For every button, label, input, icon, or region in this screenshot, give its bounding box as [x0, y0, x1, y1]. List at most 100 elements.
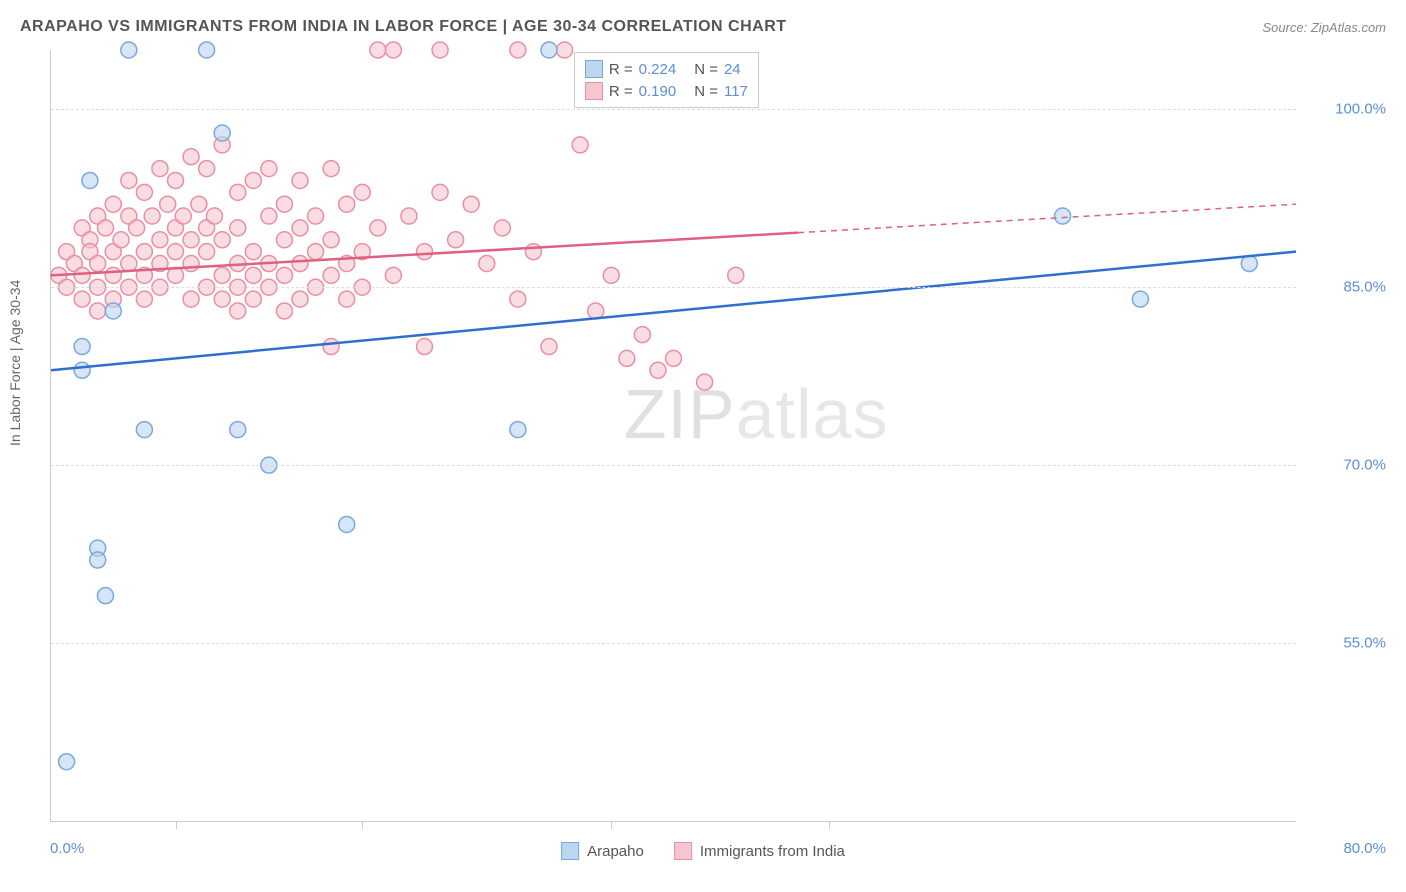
scatter-point — [292, 291, 308, 307]
y-tick-label: 55.0% — [1343, 635, 1386, 652]
legend-n-value: 24 — [724, 61, 741, 78]
legend-swatch — [585, 60, 603, 78]
legend-item: Immigrants from India — [674, 842, 845, 860]
scatter-point — [152, 161, 168, 177]
legend-item: Arapaho — [561, 842, 644, 860]
scatter-point — [1132, 291, 1148, 307]
gridline-h — [51, 465, 1296, 466]
scatter-point — [105, 267, 121, 283]
scatter-point — [323, 267, 339, 283]
legend-r-label: R = — [609, 83, 633, 100]
legend-row: R =0.190N =117 — [585, 80, 748, 102]
scatter-point — [401, 208, 417, 224]
scatter-point — [175, 208, 191, 224]
scatter-point — [339, 291, 355, 307]
scatter-point — [160, 196, 176, 212]
scatter-point — [74, 291, 90, 307]
scatter-point — [199, 244, 215, 260]
y-tick-label: 85.0% — [1343, 279, 1386, 296]
scatter-point — [525, 244, 541, 260]
scatter-point — [572, 137, 588, 153]
scatter-point — [323, 232, 339, 248]
legend-swatch — [674, 842, 692, 860]
scatter-point — [214, 232, 230, 248]
scatter-point — [448, 232, 464, 248]
scatter-point — [541, 339, 557, 355]
source-label: Source: ZipAtlas.com — [1262, 20, 1386, 35]
scatter-point — [214, 291, 230, 307]
legend-r-value: 0.224 — [639, 61, 677, 78]
scatter-point — [74, 339, 90, 355]
x-tick — [611, 821, 612, 829]
scatter-point — [634, 327, 650, 343]
scatter-point — [463, 196, 479, 212]
series-legend: Arapaho Immigrants from India — [561, 842, 845, 860]
scatter-point — [339, 516, 355, 532]
legend-swatch — [585, 82, 603, 100]
scatter-point — [494, 220, 510, 236]
scatter-point — [1241, 256, 1257, 272]
scatter-point — [199, 161, 215, 177]
scatter-point — [557, 42, 573, 58]
scatter-point — [121, 256, 137, 272]
scatter-point — [105, 303, 121, 319]
scatter-point — [261, 161, 277, 177]
scatter-point — [292, 256, 308, 272]
legend-r-label: R = — [609, 61, 633, 78]
scatter-point — [432, 42, 448, 58]
legend-r-value: 0.190 — [639, 83, 677, 100]
scatter-point — [276, 303, 292, 319]
scatter-point — [666, 350, 682, 366]
scatter-point — [74, 267, 90, 283]
scatter-point — [136, 291, 152, 307]
scatter-point — [168, 244, 184, 260]
scatter-point — [385, 267, 401, 283]
scatter-point — [97, 588, 113, 604]
scatter-point — [385, 42, 401, 58]
scatter-point — [97, 220, 113, 236]
scatter-point — [603, 267, 619, 283]
scatter-point — [479, 256, 495, 272]
scatter-point — [370, 220, 386, 236]
gridline-h — [51, 287, 1296, 288]
scatter-point — [417, 244, 433, 260]
scatter-point — [121, 172, 137, 188]
scatter-point — [292, 220, 308, 236]
scatter-point — [619, 350, 635, 366]
legend-n-label: N = — [694, 83, 718, 100]
scatter-point — [183, 291, 199, 307]
scatter-point — [82, 172, 98, 188]
scatter-point — [144, 208, 160, 224]
scatter-point — [432, 184, 448, 200]
scatter-point — [113, 232, 129, 248]
scatter-point — [308, 208, 324, 224]
scatter-point — [90, 256, 106, 272]
x-tick — [176, 821, 177, 829]
y-tick-label: 100.0% — [1335, 101, 1386, 118]
scatter-point — [191, 196, 207, 212]
scatter-point — [245, 291, 261, 307]
scatter-point — [245, 172, 261, 188]
scatter-point — [168, 172, 184, 188]
x-tick — [362, 821, 363, 829]
scatter-point — [541, 42, 557, 58]
x-tick — [829, 821, 830, 829]
chart-title: ARAPAHO VS IMMIGRANTS FROM INDIA IN LABO… — [20, 18, 787, 36]
scatter-point — [728, 267, 744, 283]
scatter-point — [588, 303, 604, 319]
scatter-point — [136, 244, 152, 260]
scatter-point — [276, 267, 292, 283]
scatter-point — [206, 208, 222, 224]
scatter-point — [129, 220, 145, 236]
scatter-point — [90, 303, 106, 319]
scatter-point — [697, 374, 713, 390]
scatter-point — [183, 149, 199, 165]
scatter-point — [1055, 208, 1071, 224]
gridline-h — [51, 643, 1296, 644]
scatter-point — [90, 552, 106, 568]
scatter-point — [308, 244, 324, 260]
legend-label: Immigrants from India — [700, 843, 845, 860]
legend-row: R =0.224N =24 — [585, 58, 748, 80]
legend-label: Arapaho — [587, 843, 644, 860]
scatter-point — [261, 208, 277, 224]
